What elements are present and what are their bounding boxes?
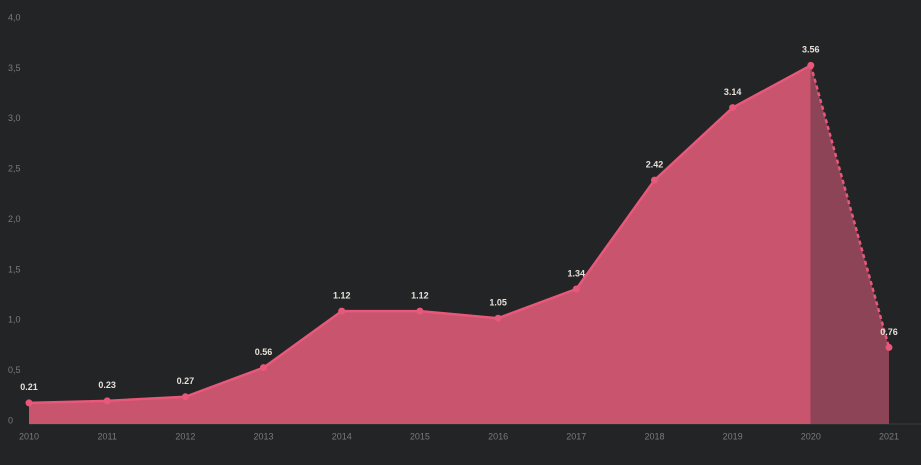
point	[572, 285, 580, 293]
x-tick-label: 2017	[566, 431, 586, 441]
x-tick-label: 2015	[410, 431, 430, 441]
value-label: 0.56	[255, 347, 273, 357]
point	[103, 397, 111, 405]
x-tick-label: 2013	[254, 431, 274, 441]
point	[650, 176, 658, 184]
point	[260, 364, 268, 372]
y-tick-label: 0	[8, 415, 13, 425]
point	[25, 399, 33, 407]
area	[810, 65, 889, 424]
value-label: 0.76	[880, 327, 898, 337]
x-tick-label: 2011	[98, 431, 117, 441]
value-label: 3.14	[724, 87, 742, 97]
x-tick-label: 2018	[644, 431, 664, 441]
x-tick-label: 2012	[175, 431, 195, 441]
y-tick-label: 3,5	[8, 63, 21, 73]
x-tick-label: 2010	[19, 431, 39, 441]
value-label: 1.05	[489, 298, 507, 308]
value-label: 1.34	[568, 268, 586, 278]
y-tick-label: 3,0	[8, 113, 21, 123]
point	[338, 307, 346, 315]
y-tick-label: 1,0	[8, 315, 21, 325]
point	[494, 314, 502, 322]
x-tick-label: 2021	[879, 431, 899, 441]
value-label: 1.12	[333, 291, 351, 301]
value-label: 0.21	[20, 382, 38, 392]
point	[181, 393, 189, 401]
x-tick-label: 2016	[488, 431, 508, 441]
value-label: 3.56	[802, 45, 820, 55]
y-tick-label: 1,5	[8, 264, 21, 274]
y-tick-label: 0,5	[8, 365, 21, 375]
point	[416, 307, 424, 315]
value-label: 1.12	[411, 291, 429, 301]
point	[807, 61, 815, 69]
area	[29, 65, 811, 424]
y-tick-label: 2,5	[8, 164, 21, 174]
value-label: 2.42	[646, 160, 664, 170]
value-label: 0.27	[177, 376, 195, 386]
point	[885, 343, 893, 351]
x-tick-label: 2014	[332, 431, 352, 441]
y-tick-label: 2,0	[8, 214, 21, 224]
value-label: 0.23	[98, 380, 116, 390]
point	[729, 104, 737, 112]
x-tick-label: 2020	[801, 431, 821, 441]
y-tick-label: 4,0	[8, 12, 21, 22]
x-tick-label: 2019	[723, 431, 743, 441]
